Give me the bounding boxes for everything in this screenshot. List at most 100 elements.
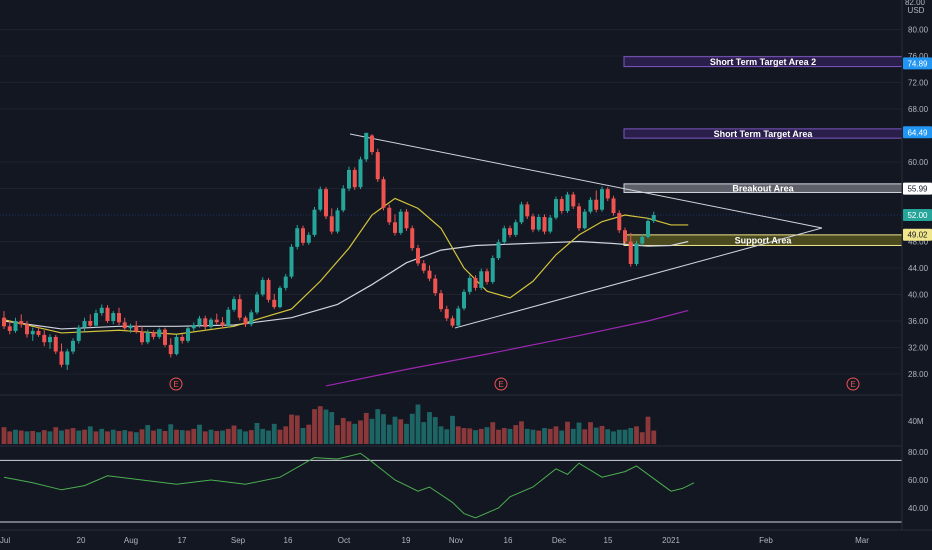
price-tag: 55.99: [903, 182, 932, 195]
price-tick: 44.00: [908, 264, 929, 273]
candle: [433, 274, 438, 296]
candle: [145, 329, 150, 345]
volume-bar: [501, 428, 507, 444]
candle: [220, 317, 225, 329]
candle: [25, 321, 29, 338]
candle: [13, 317, 18, 333]
candle: [439, 289, 443, 312]
volume-bar: [300, 428, 306, 444]
candle: [180, 334, 185, 344]
volume-bar: [24, 431, 30, 444]
candle: [623, 227, 627, 245]
candle: [582, 209, 587, 230]
volume-bar: [1, 427, 7, 444]
volume-bar: [179, 430, 185, 444]
price-axis[interactable]: 80.0076.0072.0068.0060.0056.0048.0044.00…: [908, 26, 929, 380]
candle: [364, 132, 369, 162]
volume-bar: [283, 426, 289, 444]
volume-bar: [346, 421, 352, 444]
zone-0[interactable]: Short Term Target Area 2: [623, 56, 903, 67]
time-tick: 15: [604, 536, 613, 545]
volume-bar: [294, 415, 300, 444]
volume-bar: [277, 429, 283, 444]
volume-bar: [87, 426, 93, 444]
candle: [59, 343, 64, 368]
earnings-icon[interactable]: E: [169, 377, 183, 391]
candle: [462, 289, 466, 311]
volume-bar: [18, 430, 24, 444]
volume-bar: [99, 428, 105, 444]
time-tick: Mar: [855, 536, 869, 545]
candle: [53, 334, 58, 355]
earnings-label: E: [173, 380, 178, 389]
volume-bar: [335, 425, 340, 444]
candle: [427, 265, 432, 282]
candle: [628, 232, 633, 267]
triangle-pattern[interactable]: [349, 133, 823, 329]
time-tick: 16: [504, 536, 513, 545]
candle: [65, 348, 70, 371]
price-tick: 68.00: [908, 105, 929, 114]
rsi-tick: 80.00: [908, 448, 929, 457]
earnings-icon[interactable]: E: [494, 377, 508, 391]
candle: [531, 213, 535, 233]
candle: [94, 309, 98, 328]
volume-bar: [197, 424, 202, 444]
price-tag: 49.02: [903, 228, 932, 241]
candle: [249, 309, 254, 327]
zone-1[interactable]: Short Term Target Area: [623, 128, 903, 139]
volume-bar: [185, 430, 191, 444]
lower-trendline[interactable]: [454, 227, 823, 329]
zone-2[interactable]: Breakout Area: [623, 183, 903, 194]
price-tick: 32.00: [908, 344, 929, 353]
price-tick: 72.00: [908, 79, 929, 88]
candle: [76, 324, 81, 344]
volume-bar: [312, 409, 317, 444]
candle: [640, 234, 645, 246]
candle: [410, 225, 415, 251]
volume-bar: [628, 428, 634, 444]
volume-bar: [611, 431, 616, 444]
zone-label: Breakout Area: [732, 184, 794, 194]
price-tick: 76.00: [908, 52, 929, 61]
volume-bar: [559, 430, 565, 444]
time-tick: Aug: [124, 536, 138, 545]
earnings-icon[interactable]: E: [846, 377, 860, 391]
volume-bar: [317, 406, 323, 444]
volume-bar: [323, 409, 329, 444]
candle: [48, 334, 52, 349]
volume-bar: [542, 428, 547, 444]
candle: [525, 201, 530, 219]
candle: [36, 326, 41, 337]
candle: [617, 210, 622, 233]
time-axis[interactable]: Jul 20 Aug 17 Sep 16 Oct 19 Nov 16 Dec 15 2021 Feb Mar: [0, 536, 869, 545]
volume-bar: [191, 428, 197, 444]
rsi-tick: 60.00: [908, 476, 929, 485]
currency-label: USD: [908, 6, 925, 15]
volume-bar: [266, 430, 271, 444]
volume-bar: [82, 429, 87, 444]
candle: [444, 305, 449, 321]
candle: [197, 315, 202, 328]
volume-bar: [404, 423, 409, 444]
volume-bar: [524, 428, 530, 444]
candle: [565, 191, 570, 214]
candle: [260, 277, 265, 297]
upper-trendline[interactable]: [349, 133, 823, 229]
volume-bar: [622, 429, 628, 444]
time-tick: Dec: [552, 536, 566, 545]
zones-layer: Short Term Target Area 2 Short Term Targe…: [623, 56, 903, 246]
volume-bar: [507, 428, 513, 444]
candle: [174, 334, 179, 356]
volume-bar: [490, 422, 496, 444]
svg-text:64.49: 64.49: [907, 128, 928, 137]
candle: [479, 268, 484, 290]
volume-bar: [570, 428, 576, 444]
time-tick: Nov: [449, 536, 463, 545]
candle: [393, 214, 397, 236]
time-tick: 19: [402, 536, 411, 545]
candle: [490, 255, 495, 284]
volume-bar: [70, 428, 76, 444]
volume-bar: [174, 429, 179, 444]
